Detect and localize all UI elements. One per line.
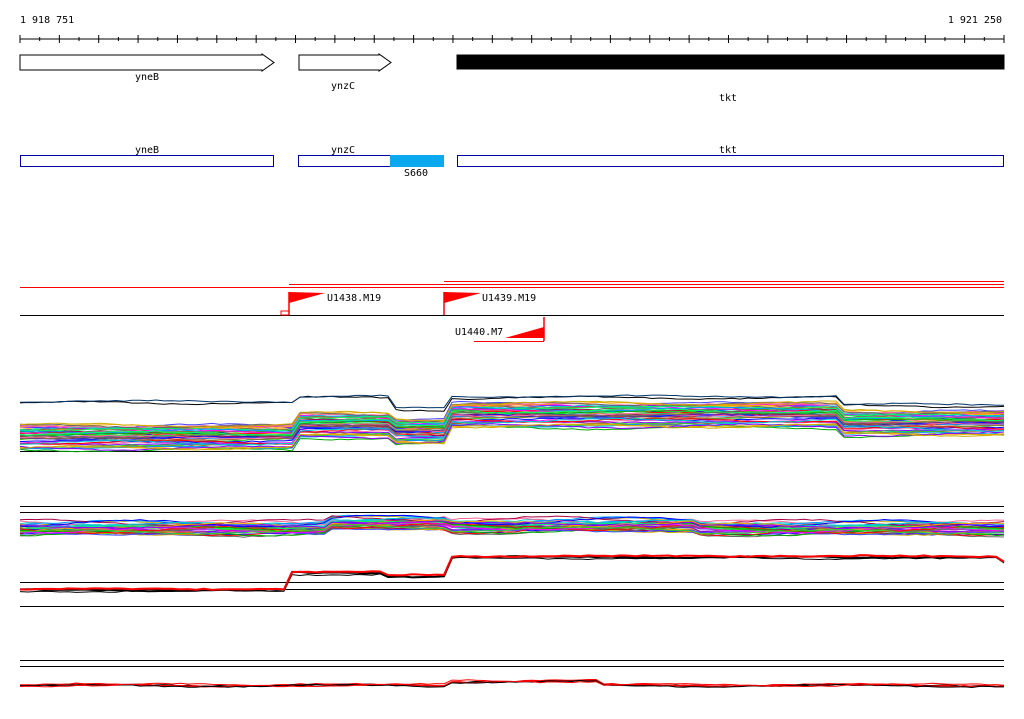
expression-curve — [19, 526, 1005, 536]
gene-arrow-yneB[interactable] — [19, 53, 275, 72]
expression-profiles-upper — [19, 394, 1005, 453]
expression-curve — [19, 408, 1005, 436]
expression-curve — [19, 554, 1005, 591]
site-label: U1439.M19 — [482, 293, 536, 304]
expression-curve — [19, 417, 1005, 446]
expression-curve — [20, 420, 1004, 446]
transcription-site-track: U1438.M19 U1439.M19 U1440.M7 — [20, 281, 1004, 342]
expression-curve — [19, 417, 1005, 445]
ruler-ticks — [19, 35, 1005, 43]
expression-curve — [19, 679, 1005, 688]
expression-curve — [19, 520, 1005, 530]
expression-curve — [19, 423, 1005, 451]
expression-curve — [19, 679, 1005, 689]
coordinate-start-label: 1 918 751 — [20, 15, 74, 26]
expression-curve — [19, 423, 1005, 451]
gene-arrow-ynzC[interactable] — [298, 53, 392, 72]
expression-profiles-bottom — [19, 660, 1005, 689]
coordinate-ruler: 1 918 751 1 921 250 — [19, 15, 1005, 43]
segment-S660[interactable] — [390, 155, 444, 167]
site-flag-icon — [505, 327, 544, 338]
expression-curves-bundle-4 — [19, 678, 1005, 689]
site-label: U1438.M19 — [327, 293, 381, 304]
expression-curve — [19, 517, 1005, 528]
segment-label-ynzC: ynzC — [331, 145, 355, 156]
expression-profiles-middle — [19, 506, 1005, 538]
gene-bar-tkt[interactable] — [456, 54, 1005, 70]
gene-label-ynzC: ynzC — [331, 81, 355, 92]
segment-ynzC[interactable] — [298, 155, 391, 167]
expression-curve — [19, 400, 1005, 428]
site-U1439-M19[interactable]: U1439.M19 — [443, 292, 536, 315]
expression-curves-bundle-3 — [19, 554, 1005, 593]
site-U1440-M7[interactable]: U1440.M7 — [455, 317, 545, 342]
site-marker — [280, 310, 290, 316]
site-label: U1440.M7 — [455, 327, 503, 338]
expression-curve — [19, 394, 1004, 409]
segment-label-yneB: yneB — [135, 145, 159, 156]
expression-curve — [19, 556, 1005, 593]
expression-curve — [19, 523, 1005, 535]
expression-curves-bundle-1 — [19, 394, 1005, 453]
segment-label-S660: S660 — [404, 168, 428, 179]
expression-curve — [19, 522, 1005, 535]
segment-label-tkt: tkt — [719, 145, 737, 156]
segment-track: yneB ynzC S660 tkt — [20, 145, 1004, 179]
segment-yneB[interactable] — [20, 155, 274, 167]
expression-curves-bundle-2 — [19, 514, 1005, 538]
expression-curve — [19, 414, 1005, 441]
site-U1438-M19[interactable]: U1438.M19 — [280, 292, 381, 316]
expression-curve — [19, 555, 1005, 593]
segment-tkt[interactable] — [457, 155, 1004, 167]
expression-profiles-lower — [19, 554, 1005, 607]
site-flag-icon — [289, 292, 325, 303]
gene-label-yneB: yneB — [135, 72, 159, 83]
gene-track: yneB ynzC tkt — [19, 53, 1005, 104]
expression-curve — [19, 412, 1005, 439]
expression-curve — [19, 395, 1005, 412]
site-flag-icon — [444, 292, 481, 303]
gene-label-tkt: tkt — [719, 93, 737, 104]
expression-curve — [19, 515, 1005, 527]
coordinate-end-label: 1 921 250 — [948, 15, 1002, 26]
